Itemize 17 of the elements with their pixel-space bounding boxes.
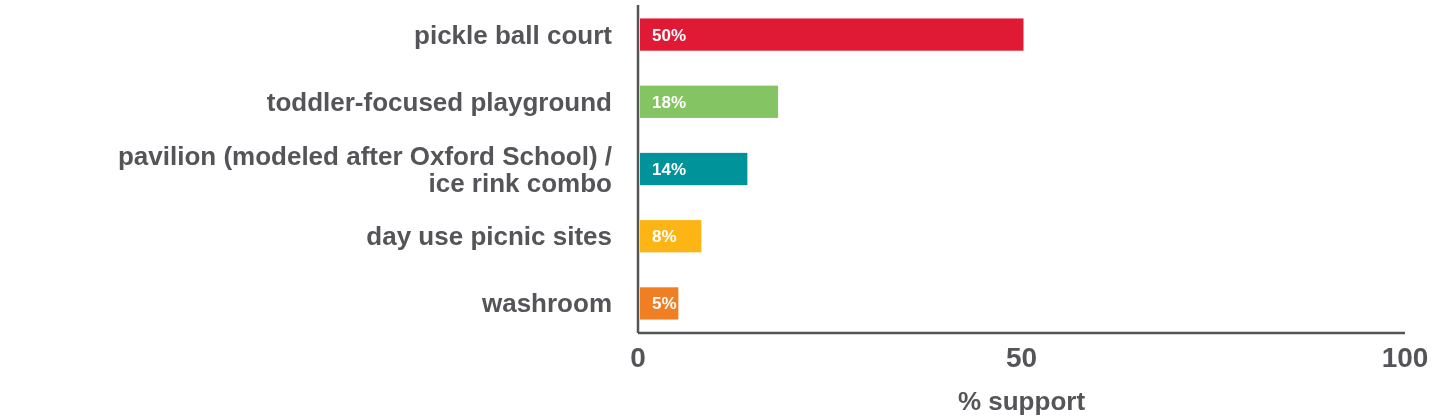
y-tick-label: pavilion (modeled after Oxford School) / ice rink combo <box>117 140 612 198</box>
bar <box>640 152 748 186</box>
bar <box>640 18 1024 51</box>
x-tick-label: 0 <box>630 342 646 373</box>
data-label: 8% <box>652 227 677 247</box>
y-tick-label: pickle ball court <box>414 19 613 50</box>
bar <box>640 85 779 118</box>
data-label: 50% <box>652 25 687 45</box>
data-label: 14% <box>652 160 687 179</box>
x-axis-title: % support <box>957 386 1086 416</box>
y-tick-label: toddler-focused playground <box>266 86 612 117</box>
y-tick-label: day use picnic sites <box>366 221 612 252</box>
x-tick-label: 50 <box>1005 342 1038 373</box>
data-label: 18% <box>652 92 687 112</box>
x-tick-label: 100 <box>1381 342 1429 373</box>
data-label: 5% <box>652 294 677 314</box>
y-tick-label: washroom <box>480 288 612 319</box>
